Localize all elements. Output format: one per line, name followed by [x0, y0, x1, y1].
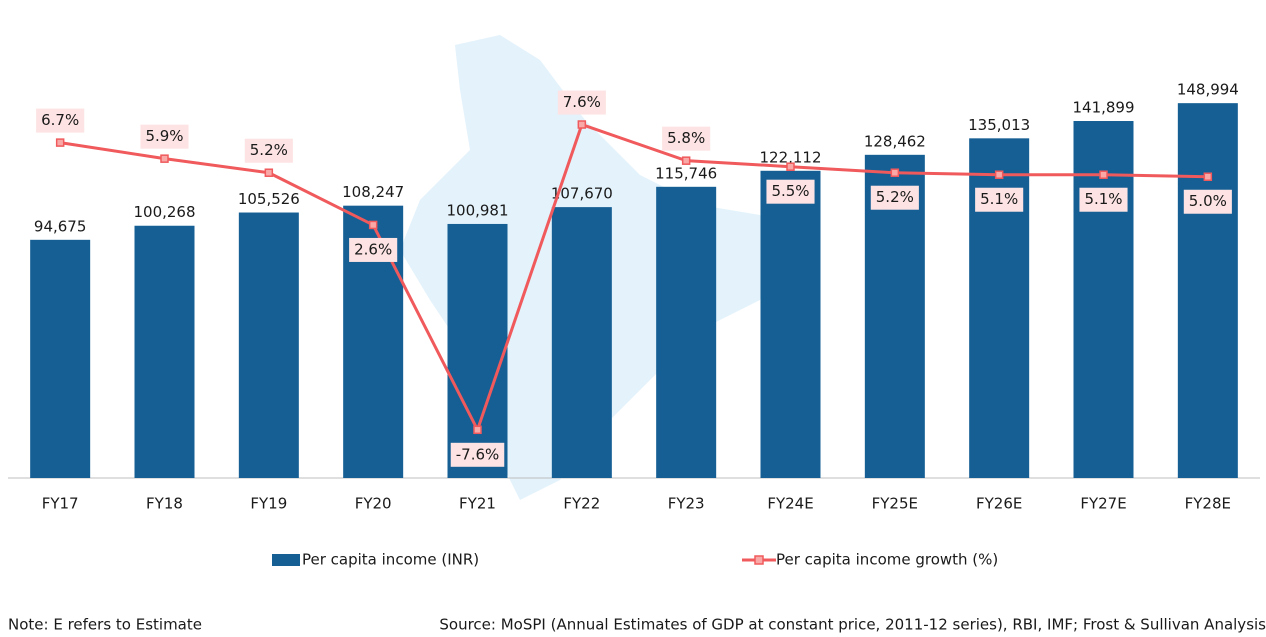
x-tick-label: FY23 [668, 495, 705, 513]
line-label-box [244, 138, 293, 163]
line-marker [368, 220, 378, 230]
line-label: -7.6% [456, 445, 500, 463]
x-tick-label: FY17 [42, 495, 79, 513]
bar [134, 225, 195, 478]
line-label: 6.7% [41, 111, 79, 129]
line-marker [681, 156, 691, 165]
line-label-box [557, 90, 606, 115]
line-marker [577, 120, 587, 129]
note: Note: E refers to Estimate [8, 616, 202, 634]
bar [447, 223, 508, 478]
legend-swatch [272, 554, 300, 566]
line [59, 122, 1208, 434]
line-label: 5.2% [876, 188, 914, 206]
x-tick-label: FY27E [1080, 495, 1126, 513]
line-label-box [975, 187, 1024, 212]
x-tick-label: FY21 [459, 495, 496, 513]
x-tick-label: FY20 [355, 495, 392, 513]
line-marker [264, 168, 274, 177]
x-tick-label: FY19 [250, 495, 287, 513]
source: Source: MoSPI (Annual Estimates of GDP a… [439, 616, 1266, 634]
legend-label: Per capita income growth (%) [776, 551, 998, 569]
line-marker [1099, 170, 1108, 179]
line-label: 7.6% [563, 93, 601, 111]
line-marker [473, 425, 482, 435]
line-label: 5.0% [1189, 192, 1227, 210]
bar [30, 239, 91, 478]
line-marker [1203, 172, 1213, 181]
line-marker [786, 162, 795, 171]
line-marker [55, 138, 65, 147]
line-label-box [450, 442, 505, 467]
bar-label: 128,462 [864, 132, 926, 150]
line-label: 5.8% [667, 129, 705, 147]
x-tick-label: FY26E [976, 495, 1022, 513]
line-label-box [1183, 189, 1232, 214]
x-tick-label: FY25E [872, 495, 918, 513]
bar [760, 170, 821, 478]
bar [238, 212, 299, 478]
x-tick-label: FY18 [146, 495, 183, 513]
line-label-box [662, 126, 711, 151]
line-label: 5.9% [145, 127, 183, 145]
bar-label: 100,268 [133, 203, 195, 221]
line-label-box [140, 124, 189, 149]
line-marker [160, 154, 169, 163]
bar-label: 100,981 [446, 201, 508, 219]
bar-label: 105,526 [238, 190, 300, 208]
bar-label: 107,670 [551, 185, 613, 203]
line-label-box [766, 179, 815, 204]
legend-swatch-marker [754, 555, 764, 565]
bar-label: 108,247 [342, 183, 404, 201]
bar [656, 186, 717, 478]
bar-label: 135,013 [968, 116, 1030, 134]
x-tick-label: FY28E [1185, 495, 1231, 513]
bar [1177, 103, 1238, 478]
bar-label: 115,746 [655, 164, 717, 182]
line-label-box [870, 185, 919, 210]
line-label: 5.1% [1084, 190, 1122, 208]
line-label-box [349, 237, 398, 262]
line-label-box [1079, 187, 1128, 212]
line-label: 2.6% [354, 240, 392, 258]
line-marker [994, 170, 1004, 179]
bar [1073, 121, 1134, 478]
x-tick-label: FY24E [767, 495, 813, 513]
line-label: 5.5% [771, 182, 809, 200]
bar-label: 122,112 [759, 148, 821, 166]
bar-label: 94,675 [34, 217, 87, 235]
line-label: 5.1% [980, 190, 1018, 208]
x-tick-label: FY22 [563, 495, 600, 513]
line-label-box [36, 108, 85, 133]
bar-label: 148,994 [1177, 81, 1239, 99]
line-marker [890, 168, 900, 177]
bar-label: 141,899 [1072, 99, 1134, 117]
bar [551, 207, 612, 479]
line-label: 5.2% [250, 141, 288, 159]
legend-label: Per capita income (INR) [302, 551, 479, 569]
